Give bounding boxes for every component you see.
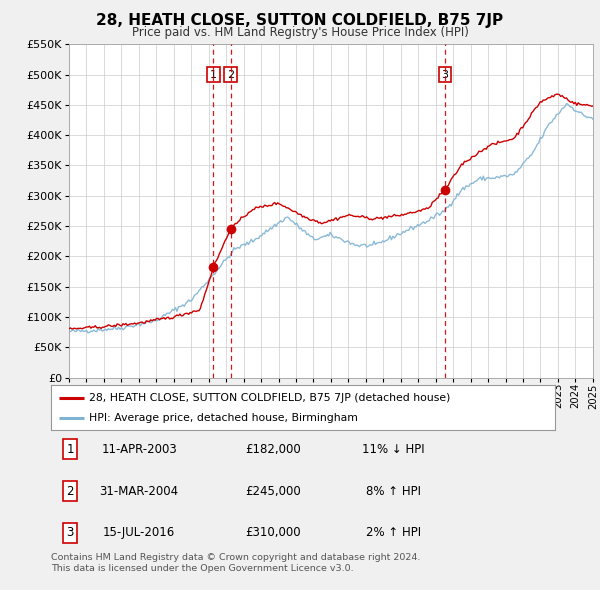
Text: 1: 1: [67, 443, 74, 456]
Text: Price paid vs. HM Land Registry's House Price Index (HPI): Price paid vs. HM Land Registry's House …: [131, 26, 469, 39]
Text: 3: 3: [67, 526, 74, 539]
Text: 1: 1: [210, 70, 217, 80]
Text: 31-MAR-2004: 31-MAR-2004: [100, 484, 179, 498]
Text: 15-JUL-2016: 15-JUL-2016: [103, 526, 175, 539]
Text: 28, HEATH CLOSE, SUTTON COLDFIELD, B75 7JP: 28, HEATH CLOSE, SUTTON COLDFIELD, B75 7…: [97, 13, 503, 28]
Text: 2% ↑ HPI: 2% ↑ HPI: [366, 526, 421, 539]
Text: Contains HM Land Registry data © Crown copyright and database right 2024.: Contains HM Land Registry data © Crown c…: [51, 553, 421, 562]
Text: 11-APR-2003: 11-APR-2003: [101, 443, 177, 456]
Text: £245,000: £245,000: [245, 484, 301, 498]
Text: £182,000: £182,000: [245, 443, 301, 456]
Text: 11% ↓ HPI: 11% ↓ HPI: [362, 443, 425, 456]
Text: 3: 3: [442, 70, 449, 80]
Text: HPI: Average price, detached house, Birmingham: HPI: Average price, detached house, Birm…: [89, 414, 358, 424]
Text: This data is licensed under the Open Government Licence v3.0.: This data is licensed under the Open Gov…: [51, 564, 353, 573]
Text: 8% ↑ HPI: 8% ↑ HPI: [366, 484, 421, 498]
Text: £310,000: £310,000: [245, 526, 301, 539]
Text: 2: 2: [67, 484, 74, 498]
Text: 2: 2: [227, 70, 234, 80]
Text: 28, HEATH CLOSE, SUTTON COLDFIELD, B75 7JP (detached house): 28, HEATH CLOSE, SUTTON COLDFIELD, B75 7…: [89, 393, 450, 402]
